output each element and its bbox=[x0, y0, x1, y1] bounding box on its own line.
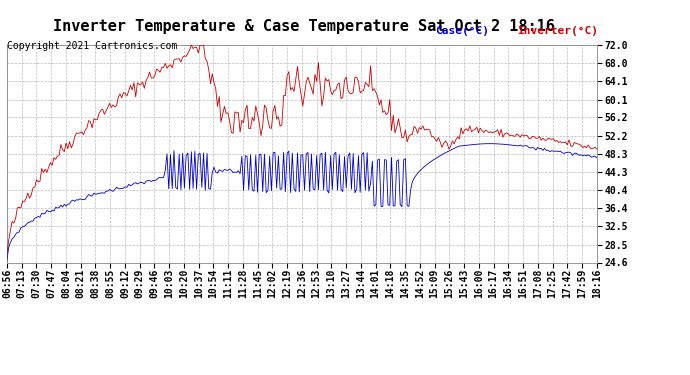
Text: Copyright 2021 Cartronics.com: Copyright 2021 Cartronics.com bbox=[7, 41, 177, 51]
Text: Inverter Temperature & Case Temperature Sat Oct 2 18:16: Inverter Temperature & Case Temperature … bbox=[52, 19, 555, 34]
Text: Inverter(°C): Inverter(°C) bbox=[518, 26, 598, 36]
Text: Case(°C): Case(°C) bbox=[435, 26, 489, 36]
